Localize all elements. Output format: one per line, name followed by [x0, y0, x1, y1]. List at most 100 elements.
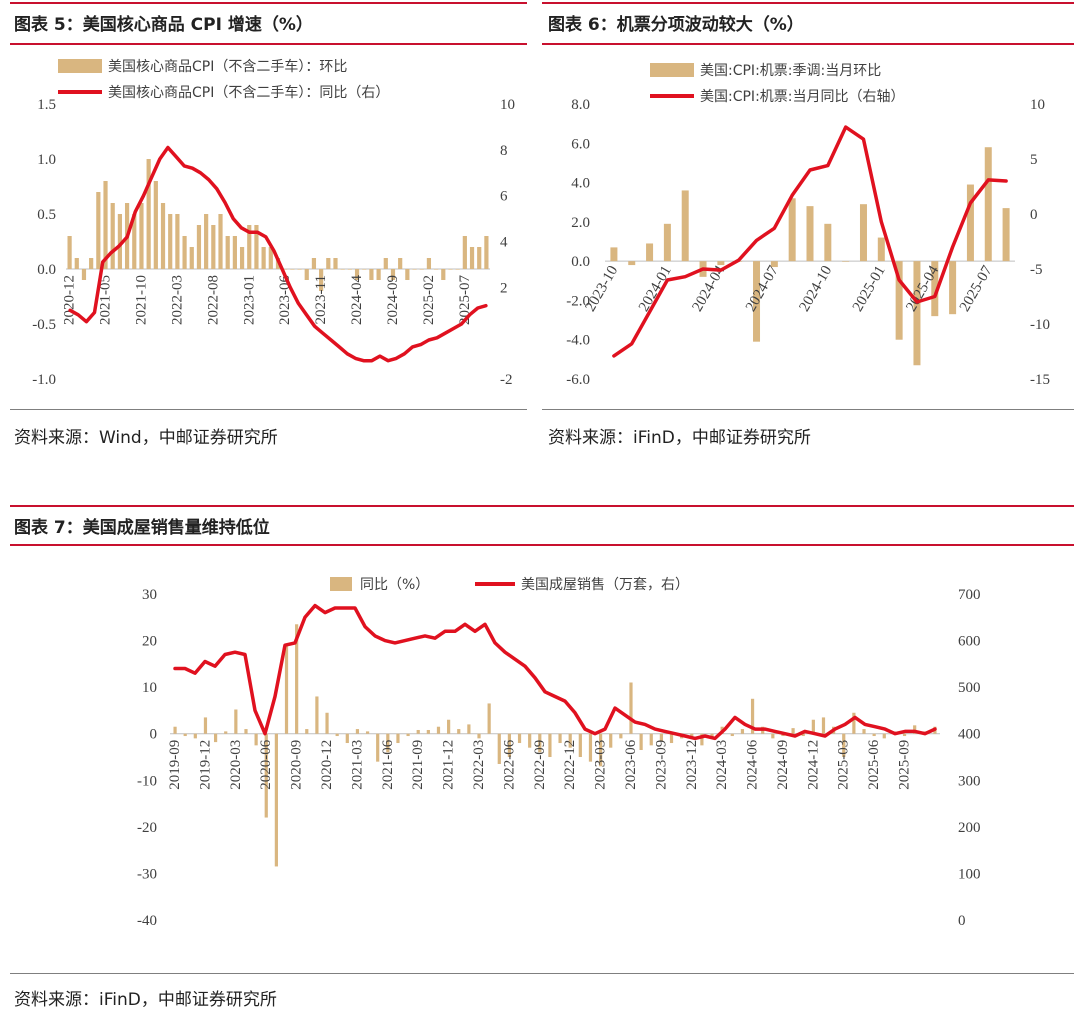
bar [753, 261, 761, 342]
x-axis-tick-label: 2024-10 [796, 263, 835, 314]
x-axis-tick-label: 2025-01 [850, 263, 889, 314]
panel7-bottom-rule [10, 973, 1074, 974]
bar [750, 698, 755, 734]
bar [354, 269, 360, 280]
bar [872, 733, 876, 737]
panel6-source: 资料来源：iFinD，中邮证券研究所 [548, 428, 811, 448]
bar [801, 733, 805, 737]
bar [507, 733, 512, 757]
legend-bar-swatch [330, 577, 352, 591]
right-axis-tick-label: -5 [1030, 262, 1043, 278]
bar [436, 726, 441, 734]
bar [74, 258, 79, 269]
left-axis-tick-label: 20 [142, 634, 157, 650]
bar [447, 719, 451, 734]
right-axis-tick-label: -2 [500, 372, 513, 388]
chart-6: 8.0 6.0 4.0 2.0 0.0 -2.0 -4.0 -6.0 10 5 0 -5 -10 -15 2… [566, 63, 1050, 388]
panel5-top-rule [10, 2, 527, 4]
left-axis-tick-label: 8.0 [571, 97, 590, 113]
bar [297, 269, 302, 270]
right-axis-tick-label: 5 [1030, 152, 1038, 168]
bar [234, 709, 238, 734]
x-axis-tick-label: 2022-08 [205, 275, 221, 325]
bar [842, 261, 850, 262]
bar [369, 269, 374, 280]
bar [771, 733, 775, 739]
left-axis-tick-label: 4.0 [571, 176, 590, 192]
bar [304, 269, 309, 280]
x-axis-tick-label: 2021-06 [380, 739, 396, 789]
bar [376, 269, 381, 280]
bar [362, 269, 367, 270]
left-axis-tick-label: 10 [142, 680, 157, 696]
bar [103, 181, 108, 269]
bar [139, 203, 144, 269]
bar [365, 731, 370, 734]
left-axis-tick-label: -0.5 [32, 317, 56, 333]
right-axis-tick-label: 700 [958, 587, 981, 603]
right-axis-tick-label: 300 [958, 773, 981, 789]
left-axis-tick-label: -6.0 [566, 372, 590, 388]
bar [254, 225, 259, 269]
left-axis-tick-label: -2.0 [566, 293, 590, 309]
bar [81, 269, 87, 280]
bar [824, 223, 832, 262]
bar [416, 729, 420, 734]
x-axis-tick-label: 2023-01 [241, 275, 257, 325]
x-axis-tick-label: 2019-09 [167, 740, 183, 790]
x-axis-tick-label: 2025-09 [897, 740, 913, 790]
x-axis-tick-label: 2023-06 [277, 275, 293, 325]
bar [96, 192, 101, 269]
left-axis-tick-label: 30 [142, 587, 157, 603]
x-axis-tick-label: 2023-06 [623, 739, 639, 789]
x-axis-tick-label: 2022-09 [532, 740, 548, 790]
bar [588, 733, 593, 762]
bar [264, 733, 268, 818]
panel5-title: 图表 5：美国核心商品 CPI 增速（%） [14, 15, 313, 35]
right-axis-tick-label: 8 [500, 143, 508, 159]
right-axis-tick-label: 400 [958, 727, 981, 743]
x-axis-tick-label: 2019-12 [197, 740, 213, 790]
x-axis-tick-label: 2025-03 [836, 740, 852, 790]
bar [213, 733, 218, 743]
bar [434, 269, 439, 270]
bar [268, 247, 273, 269]
left-axis-tick-label: 0.5 [37, 207, 56, 223]
bar [806, 206, 814, 262]
legend-line-label: 美国成屋销售（万套，右） [521, 577, 689, 593]
x-axis-tick-label: 2024-07 [743, 263, 782, 315]
bar [398, 258, 403, 269]
bar [984, 147, 992, 262]
x-axis-tick-label: 2023-03 [593, 740, 609, 790]
right-axis-tick-label: 6 [500, 189, 508, 205]
bar [791, 728, 795, 734]
legend-bar-swatch [650, 63, 694, 77]
bar [89, 258, 94, 269]
right-axis-tick-label: 100 [958, 866, 981, 882]
left-axis-tick-label: 0.0 [37, 262, 56, 278]
bar [877, 237, 885, 262]
bar [412, 269, 417, 270]
bar [949, 261, 957, 315]
bar [578, 733, 582, 757]
x-axis-tick-label: 2021-03 [349, 740, 365, 790]
panel6-title: 图表 6：机票分项波动较大（%） [548, 15, 804, 35]
bar [390, 269, 396, 280]
bar [218, 214, 223, 269]
legend-line-label: 美国核心商品CPI（不含二手车）：同比（右） [108, 84, 389, 101]
right-axis-tick-label: 600 [958, 634, 981, 650]
bar [538, 733, 542, 753]
panel7-title-rule [10, 544, 1074, 546]
panel5-title-rule [10, 43, 527, 45]
bar [110, 203, 115, 269]
left-axis-tick-label: 0 [150, 727, 158, 743]
bar [628, 261, 636, 266]
bar [183, 733, 187, 737]
bar [462, 236, 467, 269]
x-axis-tick-label: 2021-10 [133, 275, 149, 325]
left-axis-tick-label: 2.0 [571, 215, 590, 231]
right-axis-tick-label: 0 [1030, 207, 1038, 223]
panel7-source: 资料来源：iFinD，中邮证券研究所 [14, 990, 277, 1010]
bar [396, 733, 400, 744]
bar [913, 261, 921, 366]
